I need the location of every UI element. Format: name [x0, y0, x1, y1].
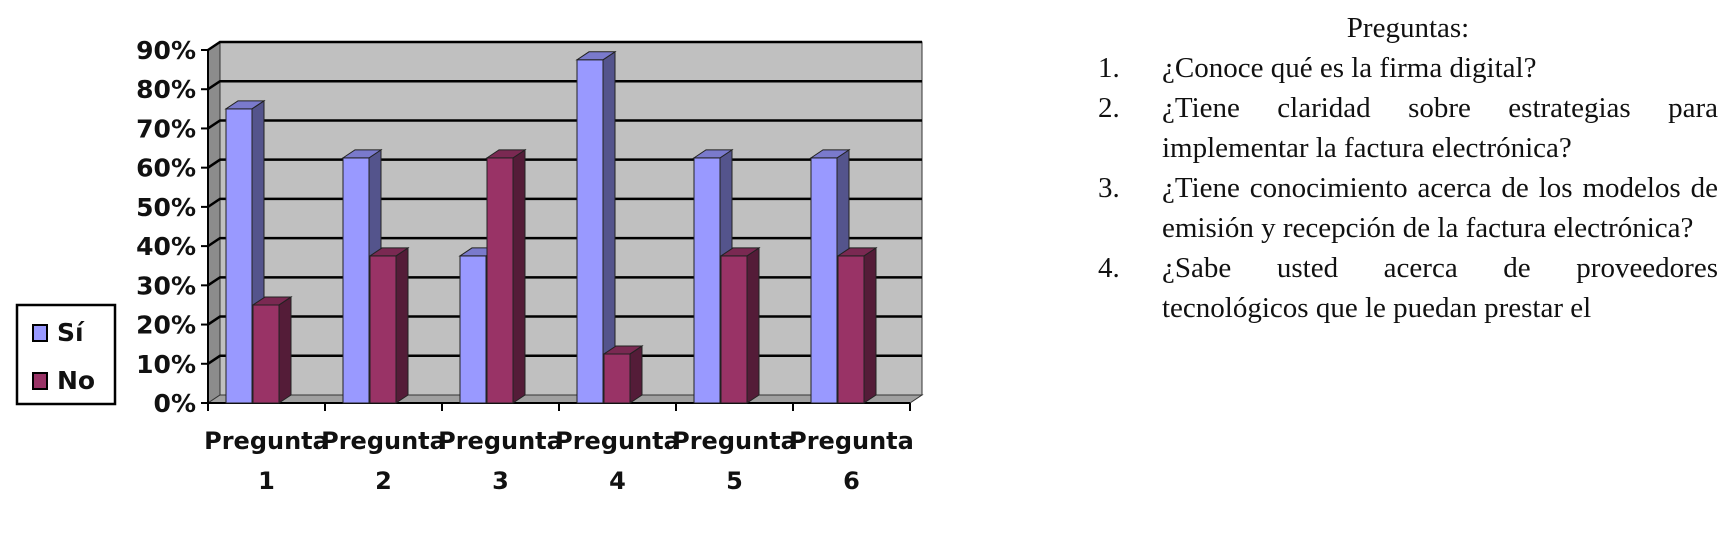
gridline	[207, 197, 922, 208]
question-item: 4. ¿Sabe usted acerca de proveedores tec…	[1098, 248, 1718, 328]
legend-swatch	[32, 324, 48, 342]
x-category-label: 1	[258, 467, 275, 495]
bar-chart: 0% 10% 20% 30% 40% 50% 60% 70% 80% 90% Pregunta 1 Pr…	[15, 36, 924, 495]
x-category-label: 5	[726, 467, 743, 495]
bar-front	[459, 255, 487, 404]
y-tick-label: 50%	[136, 193, 196, 222]
bar-front	[693, 157, 721, 404]
x-category-label: Pregunta	[672, 427, 797, 455]
y-tick-label: 0%	[154, 389, 196, 418]
questions-heading: Preguntas:	[1346, 12, 1470, 44]
gridline	[207, 236, 922, 248]
question-item: 2. ¿Tiene claridad sobre estrategias par…	[1098, 88, 1718, 168]
bar-side	[512, 148, 526, 404]
gridline	[207, 40, 922, 52]
bar-side	[278, 296, 292, 404]
x-category-label: 4	[609, 467, 626, 495]
x-category-label: Pregunta	[204, 427, 329, 455]
x-category-label: 3	[492, 467, 509, 495]
legend-label: No	[57, 366, 95, 395]
y-tick-label: 60%	[136, 154, 196, 183]
y-tick-label: 20%	[136, 311, 196, 340]
y-tick-label: 90%	[136, 36, 196, 65]
bar-top	[602, 345, 644, 355]
x-category-label: Pregunta	[555, 427, 680, 455]
bar-top	[224, 100, 266, 110]
bar-front	[810, 157, 838, 404]
y-tick-label: 40%	[136, 232, 196, 261]
x-category-label: Pregunta	[321, 427, 446, 455]
bar-side	[863, 246, 877, 404]
gridline	[207, 119, 922, 130]
gridline	[207, 158, 922, 169]
bar-front	[369, 255, 397, 404]
bar-top	[692, 149, 734, 159]
bar-top	[368, 247, 410, 257]
question-text: ¿Tiene conocimiento acerca de los modelo…	[1162, 172, 1718, 244]
question-text: ¿Conoce qué es la firma digital?	[1162, 52, 1537, 84]
y-tick-label: 70%	[136, 114, 196, 143]
question-number: 4.	[1098, 252, 1120, 284]
bar-front	[342, 157, 370, 404]
bar-top	[719, 247, 761, 257]
bar-front	[720, 255, 748, 404]
question-number: 2.	[1098, 92, 1120, 124]
questions-list: 1. ¿Conoce qué es la firma digital? 2. ¿…	[1098, 48, 1718, 328]
question-text: ¿Sabe usted acerca de proveedores tecnol…	[1162, 252, 1718, 324]
bar-front	[576, 59, 604, 404]
bar-side	[629, 345, 643, 404]
gridline	[207, 276, 922, 287]
bar-top	[836, 247, 878, 257]
bar-top	[341, 149, 383, 159]
bar-front	[837, 255, 865, 404]
question-text: ¿Tiene claridad sobre estrategias para i…	[1162, 92, 1718, 164]
gridline	[207, 79, 922, 91]
x-category-label: 6	[843, 467, 860, 495]
bar-side	[395, 246, 409, 404]
legend-swatch	[32, 372, 48, 390]
x-category-label: Pregunta	[438, 427, 563, 455]
gridline	[207, 354, 922, 365]
x-category-label: 2	[375, 467, 392, 495]
questions-panel: Preguntas: 1. ¿Conoce qué es la firma di…	[1098, 8, 1718, 328]
bar-top	[485, 149, 527, 159]
y-tick-label: 30%	[136, 271, 196, 300]
y-tick-label: 80%	[136, 75, 196, 104]
y-tick-label: 10%	[136, 350, 196, 379]
plot-side-wall	[207, 41, 221, 404]
bar-top	[575, 51, 617, 61]
bar-top	[251, 296, 293, 306]
bar-front	[603, 353, 631, 404]
question-item: 3. ¿Tiene conocimiento acerca de los mod…	[1098, 168, 1718, 248]
gridline	[207, 315, 922, 326]
bar-front	[252, 304, 280, 404]
question-number: 3.	[1098, 172, 1120, 204]
x-category-label: Pregunta	[789, 427, 914, 455]
question-item: 1. ¿Conoce qué es la firma digital?	[1098, 48, 1718, 88]
bar-top	[809, 149, 851, 159]
bar-side	[746, 246, 760, 404]
question-number: 1.	[1098, 52, 1120, 84]
bar-front	[486, 157, 514, 404]
bar-front	[225, 108, 253, 404]
legend-label: Sí	[57, 318, 85, 347]
